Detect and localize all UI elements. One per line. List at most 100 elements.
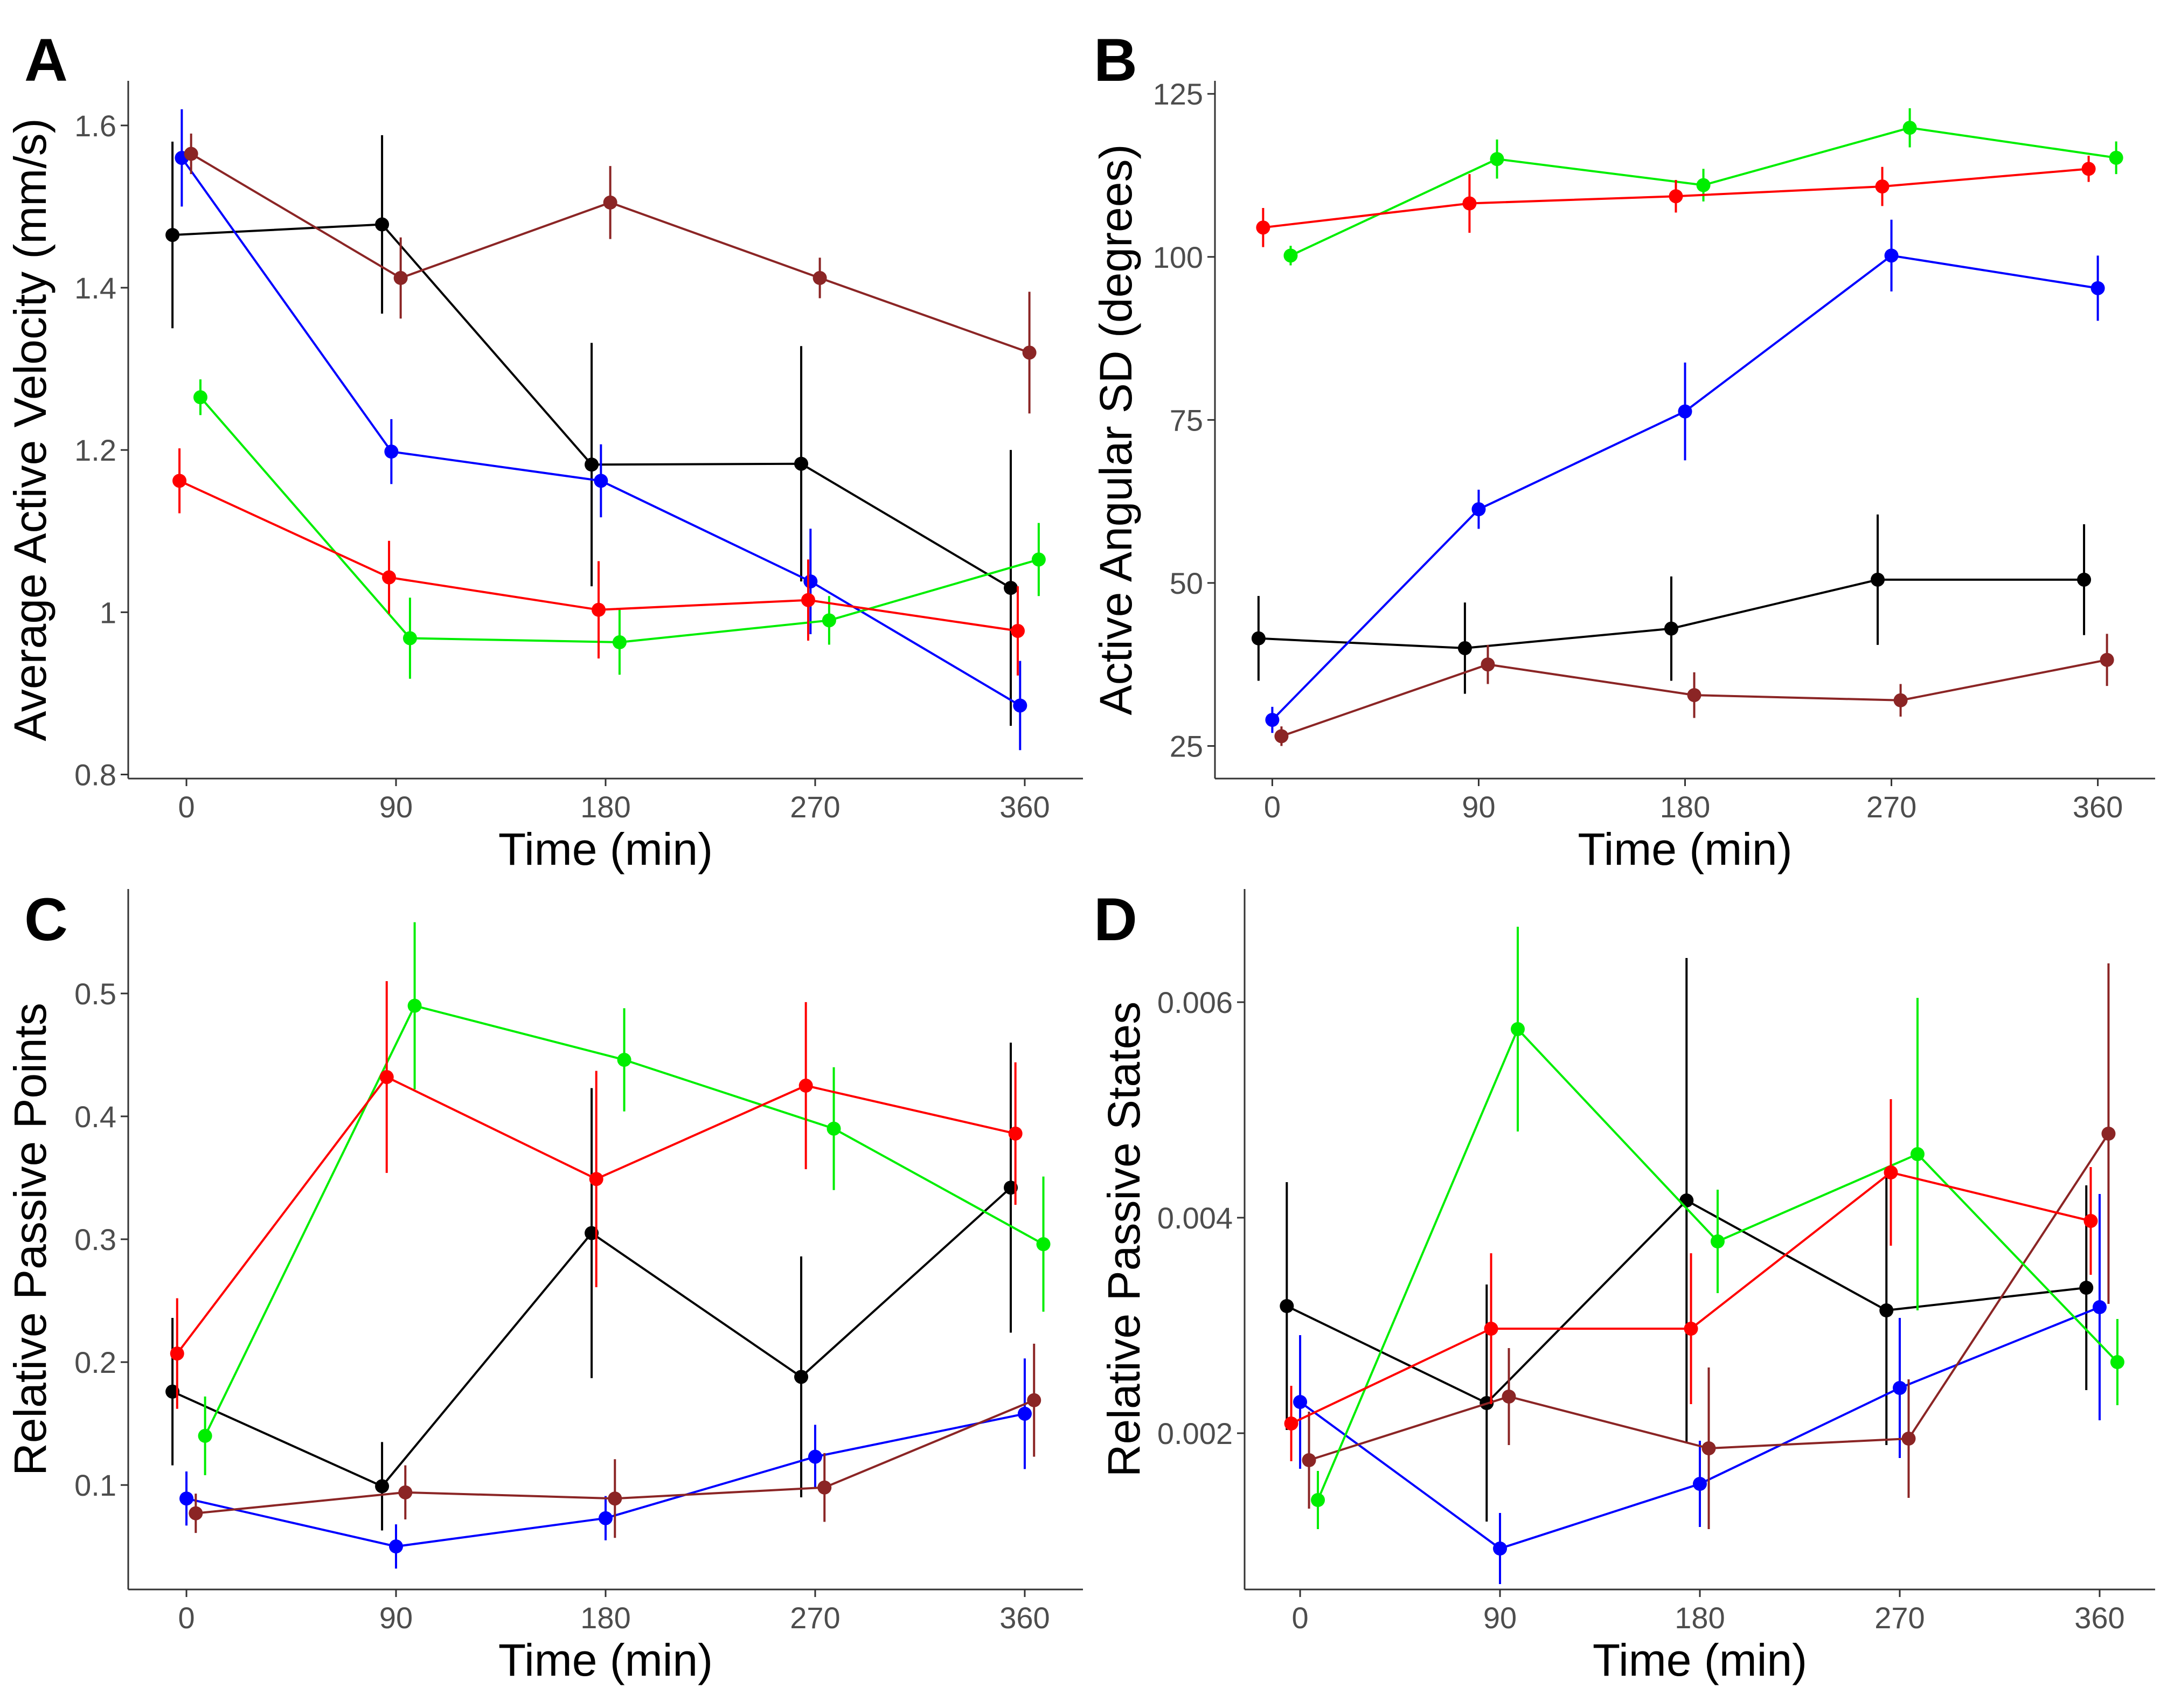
data-point [1283, 248, 1298, 263]
data-point [1008, 1126, 1023, 1141]
data-point [1502, 1390, 1516, 1404]
data-point [1027, 1393, 1041, 1407]
series-green [1311, 927, 2124, 1529]
data-point [794, 456, 809, 471]
data-point [2077, 572, 2092, 587]
panels: A 0.8 1 1.2 1.4 1.6 0 90 180 270 360 Time (min) Aver… [5, 26, 2155, 1685]
y-tick-label: 1.4 [74, 271, 116, 305]
data-point [1678, 404, 1692, 419]
data-point [585, 1226, 599, 1240]
data-point [1687, 688, 1701, 703]
y-tick-label: 0.4 [74, 1100, 116, 1134]
data-point [1013, 698, 1027, 713]
data-point [1031, 552, 1046, 567]
data-point [1004, 581, 1018, 595]
data-point [375, 1479, 390, 1494]
data-point [2079, 1281, 2094, 1295]
data-point [1511, 1022, 1525, 1036]
data-point [189, 1506, 203, 1520]
x-tick-label: 180 [1660, 790, 1710, 824]
data-point [1284, 1417, 1298, 1431]
data-point [165, 228, 180, 242]
data-point [1274, 729, 1289, 744]
data-point [812, 270, 827, 285]
data-point [589, 1172, 603, 1186]
x-tick-label: 90 [379, 1601, 413, 1635]
series-black [1280, 958, 2094, 1522]
data-point [798, 1078, 813, 1093]
data-point [1902, 121, 1917, 135]
data-point [1910, 1147, 1925, 1161]
panel-b: B 25 50 75 100 125 0 90 180 270 360 Time (min) Activ… [1091, 26, 2155, 874]
data-point [1693, 1477, 1707, 1491]
y-tick-label: 25 [1170, 729, 1203, 763]
data-point [389, 1539, 404, 1554]
data-point [803, 574, 818, 589]
series-blue [1293, 1194, 2107, 1584]
x-tick-label: 360 [2073, 790, 2123, 824]
series-brown [1274, 634, 2114, 746]
data-point [2100, 652, 2114, 667]
series-black [1251, 514, 2092, 694]
y-tick-label: 0.8 [74, 758, 116, 791]
data-point [1256, 220, 1270, 235]
panel-letter: A [24, 26, 68, 94]
data-point [165, 1384, 180, 1399]
data-point [603, 195, 617, 210]
data-point [1010, 623, 1025, 638]
data-point [822, 613, 836, 628]
data-point [375, 217, 390, 232]
data-point [384, 445, 399, 459]
data-point [808, 1449, 822, 1464]
data-point [826, 1121, 841, 1136]
data-point [2081, 162, 2096, 176]
data-point [585, 457, 599, 472]
data-point [617, 1053, 631, 1067]
series-red [170, 981, 1023, 1409]
data-point [1251, 631, 1266, 645]
data-point [184, 147, 198, 161]
data-point [2101, 1127, 2116, 1141]
series-blue [179, 1358, 1032, 1569]
series-black [165, 135, 1018, 726]
series-black [165, 1043, 1018, 1531]
data-point [1490, 152, 1504, 166]
series-brown [1302, 963, 2116, 1529]
y-tick-label: 1 [100, 595, 116, 629]
x-tick-label: 360 [999, 790, 1050, 824]
x-tick-label: 360 [999, 1601, 1050, 1635]
series-red [172, 448, 1025, 676]
data-point [407, 998, 422, 1013]
y-axis-title: Relative Passive States [1099, 1002, 1149, 1477]
y-tick-label: 75 [1170, 403, 1203, 437]
data-point [1901, 1432, 1916, 1446]
panel-c: C 0.1 0.2 0.3 0.4 0.5 0 90 180 270 360 Time (min) Re… [5, 886, 1083, 1685]
panel-letter: D [1094, 886, 1137, 953]
x-tick-label: 180 [580, 1601, 630, 1635]
x-tick-label: 0 [1291, 1601, 1308, 1635]
data-point [1036, 1237, 1051, 1252]
data-point [1701, 1441, 1716, 1455]
data-point [1884, 1165, 1898, 1179]
x-tick-label: 360 [2074, 1601, 2124, 1635]
panel-a: A 0.8 1 1.2 1.4 1.6 0 90 180 270 360 Time (min) Aver… [5, 26, 1083, 874]
x-tick-label: 90 [1462, 790, 1495, 824]
data-point [1481, 657, 1495, 672]
data-point [1293, 1395, 1308, 1409]
series-red [1256, 156, 2096, 247]
data-point [794, 1370, 809, 1384]
data-point [2109, 150, 2123, 165]
data-point [402, 631, 417, 645]
panel-d: D 0.002 0.004 0.006 0 90 180 270 360 Time (min) Re… [1094, 886, 2155, 1685]
data-point [1457, 641, 1472, 655]
data-point [1871, 572, 1885, 587]
data-point [382, 570, 397, 585]
data-point [2092, 1300, 2107, 1314]
x-tick-label: 90 [379, 790, 413, 824]
series-blue [1265, 219, 2105, 733]
data-point [1462, 196, 1477, 211]
data-point [1265, 713, 1280, 727]
x-axis-title: Time (min) [1578, 824, 1792, 874]
data-point [1875, 179, 1890, 194]
